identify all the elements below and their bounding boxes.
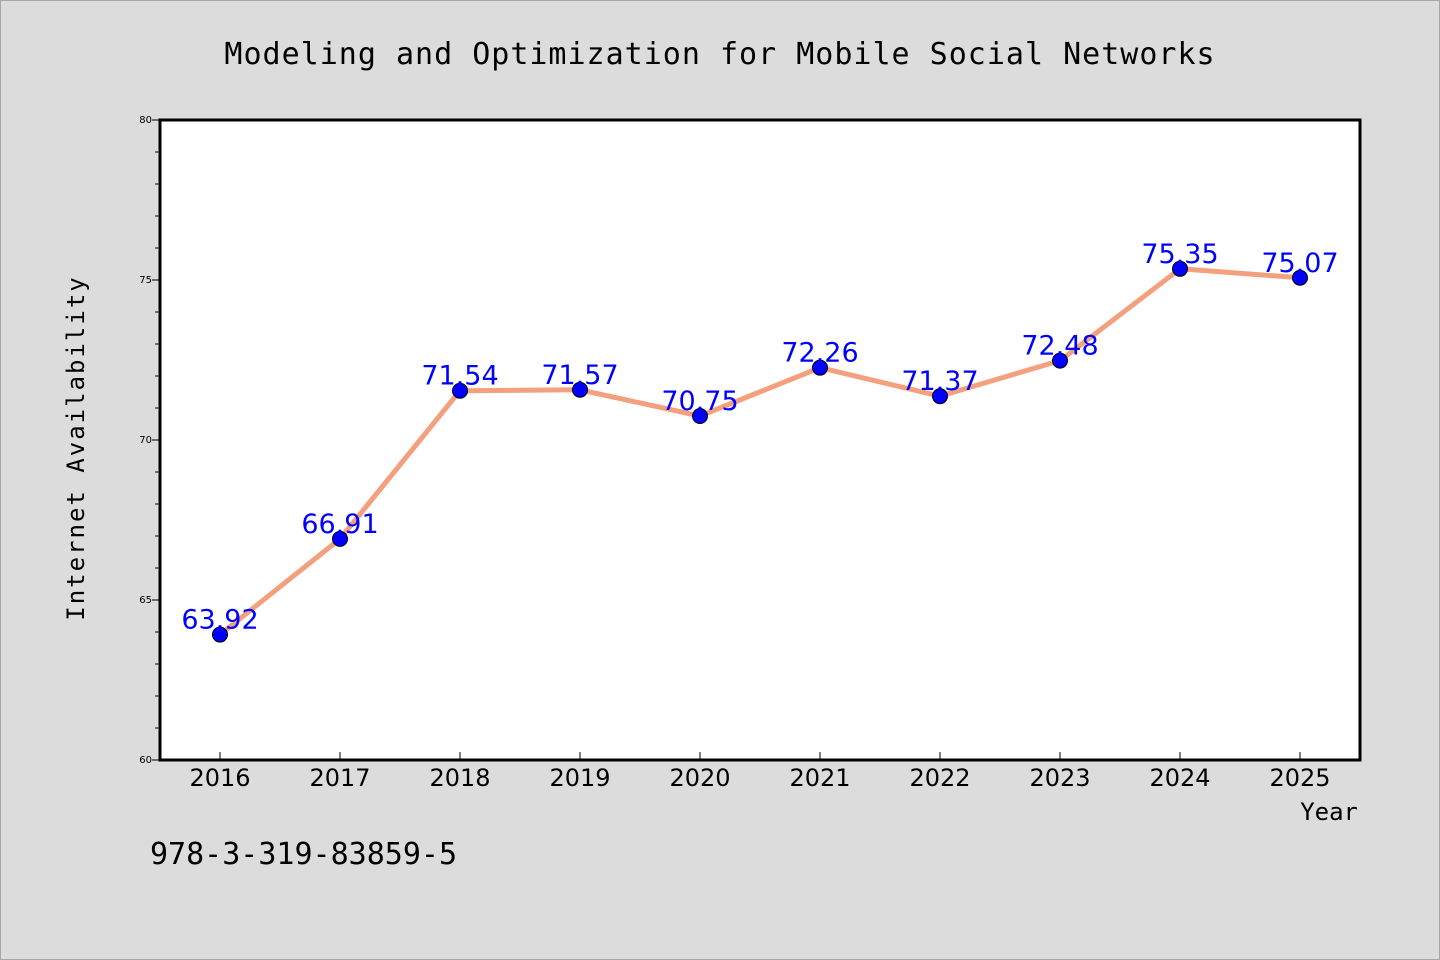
y-tick-label: 70 bbox=[139, 435, 152, 446]
data-label: 66.91 bbox=[301, 509, 378, 540]
data-label: 71.54 bbox=[421, 361, 498, 392]
plot-frame bbox=[158, 118, 1362, 762]
x-tick-label: 2025 bbox=[1269, 764, 1330, 792]
data-point-marker bbox=[1052, 352, 1068, 369]
y-tick-label: 65 bbox=[139, 595, 152, 606]
x-tick-label: 2023 bbox=[1029, 764, 1090, 792]
data-label: 75.35 bbox=[1141, 239, 1218, 270]
chart-title: Modeling and Optimization for Mobile Soc… bbox=[224, 37, 1215, 72]
x-tick-label: 2022 bbox=[909, 764, 970, 792]
y-axis-label: Internet Availability bbox=[62, 275, 90, 620]
data-point-marker bbox=[812, 359, 828, 376]
x-tick-label: 2021 bbox=[789, 764, 850, 792]
data-label: 72.26 bbox=[781, 338, 858, 369]
plot-area bbox=[160, 120, 1360, 760]
x-axis: 2016 2017 2018 2019 2020 2021 2022 2023 2024 2025 bbox=[189, 752, 1331, 792]
data-point-marker bbox=[332, 530, 348, 547]
data-label: 75.07 bbox=[1261, 248, 1338, 279]
data-point-marker bbox=[1172, 260, 1188, 277]
x-tick-label: 2018 bbox=[429, 764, 490, 792]
data-label: 70.75 bbox=[661, 386, 738, 417]
x-tick-label: 2017 bbox=[309, 764, 370, 792]
x-tick-label: 2024 bbox=[1149, 764, 1210, 792]
y-axis: 60 65 70 75 80 bbox=[139, 115, 160, 766]
x-axis-label: Year bbox=[1300, 798, 1358, 826]
data-point-marker bbox=[572, 381, 588, 398]
data-point-marker bbox=[212, 626, 228, 643]
x-tick-label: 2019 bbox=[549, 764, 610, 792]
series-line bbox=[217, 266, 1303, 638]
data-point-marker bbox=[1292, 269, 1308, 286]
x-tick-label: 2016 bbox=[189, 764, 250, 792]
data-label: 71.37 bbox=[901, 366, 978, 397]
y-tick-label: 75 bbox=[139, 275, 152, 286]
data-point-marker bbox=[932, 388, 948, 405]
x-tick-label: 2020 bbox=[669, 764, 730, 792]
data-label: 72.48 bbox=[1021, 331, 1098, 362]
series-markers bbox=[212, 260, 1308, 643]
data-labels: 63.92 66.91 71.54 71.57 70.75 72.26 71.37 72.48… bbox=[181, 239, 1338, 636]
y-tick-label: 60 bbox=[139, 755, 152, 766]
data-point-marker bbox=[452, 382, 468, 399]
isbn-text: 978-3-319-83859-5 bbox=[150, 837, 457, 872]
data-label: 63.92 bbox=[181, 605, 258, 636]
y-tick-label: 80 bbox=[139, 115, 152, 126]
data-label: 71.57 bbox=[541, 360, 618, 391]
data-point-marker bbox=[692, 408, 708, 424]
